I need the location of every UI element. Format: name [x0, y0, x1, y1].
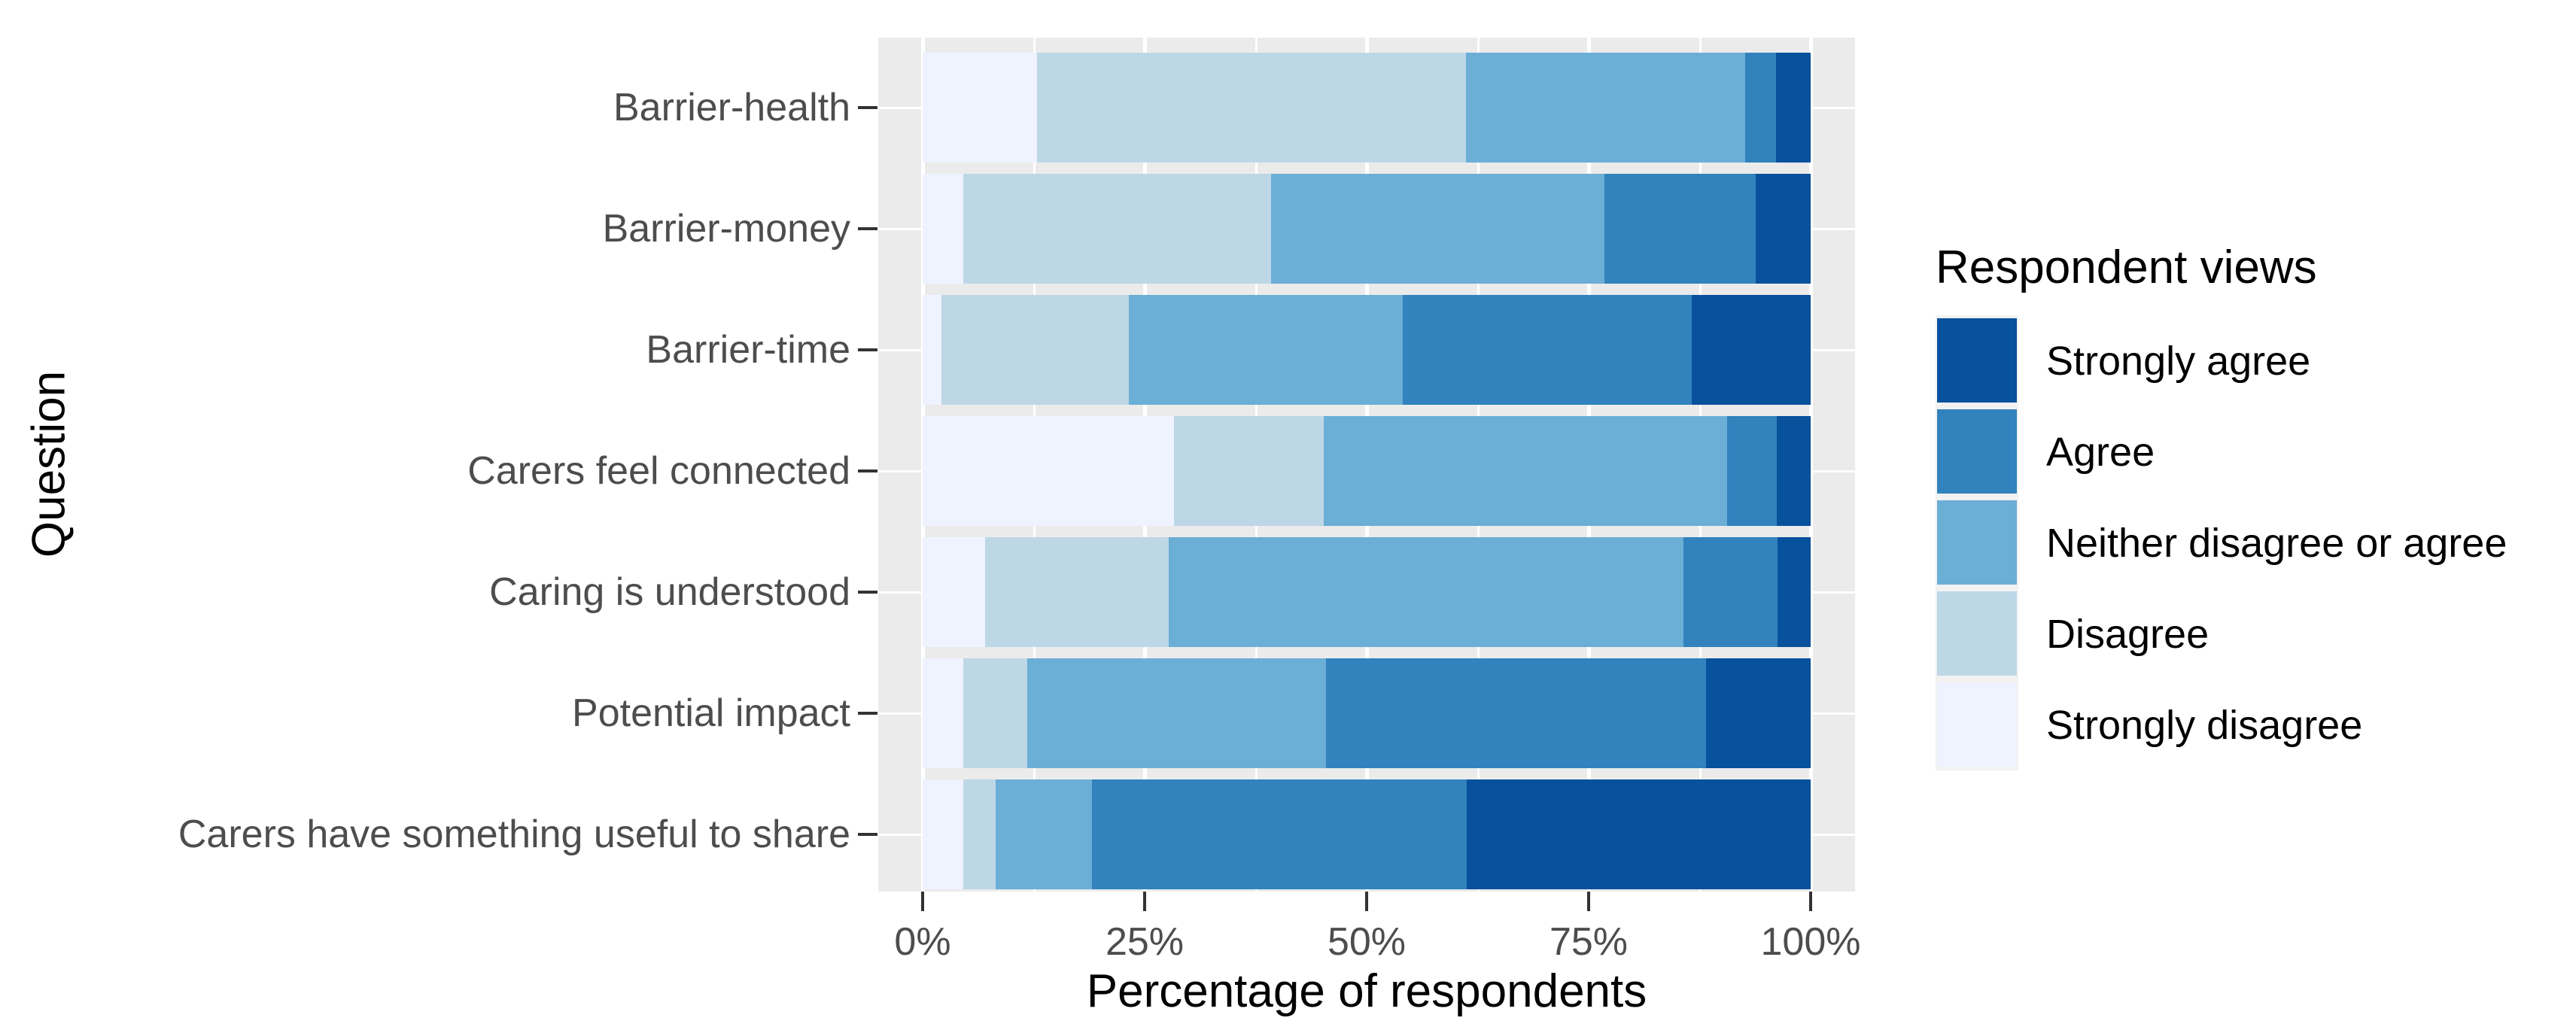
legend-swatch-agree: [1937, 409, 2017, 494]
bar-segment: [1037, 53, 1467, 163]
legend-label: Disagree: [2046, 611, 2210, 657]
bar-segment: [923, 416, 1174, 526]
legend-key: [1936, 315, 2018, 406]
x-axis-tick: [1365, 892, 1368, 911]
bar-segment: [923, 658, 964, 768]
x-axis-tick-label: 25%: [1105, 920, 1185, 964]
y-axis-label: Potential impact: [572, 691, 850, 735]
bar-segment: [963, 779, 996, 889]
y-axis-tick: [858, 833, 877, 836]
bar-row: [923, 53, 1811, 163]
legend-key: [1936, 588, 2018, 679]
bar-segment: [1727, 416, 1778, 526]
bar-segment: [1467, 779, 1811, 889]
bar-segment: [1128, 295, 1404, 405]
y-axis-label: Barrier-money: [602, 207, 850, 251]
bar-segment: [1027, 658, 1326, 768]
x-axis-tick: [921, 892, 924, 911]
bar-row: [923, 174, 1811, 284]
bar-segment: [1691, 295, 1811, 405]
legend-key: [1936, 679, 2018, 770]
bar-segment: [1270, 174, 1605, 284]
legend-title: Respondent views: [1936, 242, 2317, 293]
bar-segment: [1744, 53, 1776, 163]
x-axis-tick-label: 50%: [1327, 920, 1407, 964]
y-axis-tick: [858, 591, 877, 594]
y-axis-tick: [858, 348, 877, 351]
bar-segment: [1755, 174, 1811, 284]
y-axis-label: Caring is understood: [489, 570, 850, 614]
bar-segment: [1777, 416, 1811, 526]
bar-segment: [923, 174, 964, 284]
legend-label: Strongly disagree: [2046, 702, 2363, 748]
legend-swatch-neither-disagree-or-agree: [1937, 500, 2017, 585]
bar-row: [923, 658, 1811, 768]
bar-segment: [941, 295, 1129, 405]
bar-row: [923, 779, 1811, 889]
bar-segment: [1778, 537, 1811, 647]
x-axis-tick-label: 75%: [1549, 920, 1629, 964]
legend-label: Agree: [2046, 429, 2155, 475]
bar-row: [923, 416, 1811, 526]
bar-row: [923, 537, 1811, 647]
legend-item: Disagree: [1936, 588, 2553, 679]
legend-item: Strongly disagree: [1936, 679, 2553, 770]
bar-row: [923, 295, 1811, 405]
x-axis-tick: [1587, 892, 1590, 911]
bar-segment: [995, 779, 1093, 889]
legend-items: Strongly agree Agree Neither disagree or a…: [1936, 315, 2553, 770]
legend: Respondent views Strongly agree Agree Neit…: [1936, 241, 2553, 770]
bar-segment: [1775, 53, 1811, 163]
bar-segment: [1325, 658, 1706, 768]
x-axis-tick: [1143, 892, 1146, 911]
bar-segment: [1173, 416, 1324, 526]
bar-segment: [963, 174, 1271, 284]
x-axis-tick-label: 100%: [1760, 920, 1861, 964]
legend-key: [1936, 497, 2018, 588]
bar-segment: [923, 537, 985, 647]
y-axis-tick: [858, 469, 877, 472]
gridline-x-major: [1809, 38, 1813, 892]
plot-panel: [878, 38, 1855, 892]
bar-segment: [1403, 295, 1692, 405]
y-axis-label: Carers feel connected: [467, 449, 850, 493]
bar-segment: [1092, 779, 1467, 889]
bar-segment: [923, 53, 1038, 163]
y-axis-label: Barrier-time: [646, 328, 850, 372]
legend-item: Strongly agree: [1936, 315, 2553, 406]
legend-label: Strongly agree: [2046, 338, 2311, 384]
legend-label: Neither disagree or agree: [2046, 520, 2508, 566]
y-axis-title: Question: [23, 370, 75, 558]
bar-segment: [1324, 416, 1728, 526]
y-axis-tick: [858, 712, 877, 715]
y-axis-label: Carers have something useful to share: [178, 813, 850, 856]
bar-segment: [984, 537, 1169, 647]
bar-segment: [1466, 53, 1745, 163]
legend-key: [1936, 406, 2018, 497]
legend-item: Neither disagree or agree: [1936, 497, 2553, 588]
legend-item: Agree: [1936, 406, 2553, 497]
bar-segment: [923, 295, 941, 405]
bar-segment: [1683, 537, 1778, 647]
x-axis-tick: [1809, 892, 1812, 911]
bar-segment: [1604, 174, 1756, 284]
bar-segment: [923, 779, 964, 889]
x-axis-title: Percentage of respondents: [1086, 965, 1647, 1017]
bar-segment: [963, 658, 1028, 768]
y-axis-label: Barrier-health: [613, 86, 850, 129]
legend-swatch-strongly-agree: [1937, 318, 2017, 403]
bar-segment: [1705, 658, 1811, 768]
bar-segment: [1168, 537, 1684, 647]
x-axis-tick-label: 0%: [894, 920, 951, 964]
legend-swatch-disagree: [1937, 591, 2017, 676]
y-axis-tick: [858, 227, 877, 230]
y-axis-tick: [858, 106, 877, 109]
legend-swatch-strongly-disagree: [1937, 682, 2017, 767]
